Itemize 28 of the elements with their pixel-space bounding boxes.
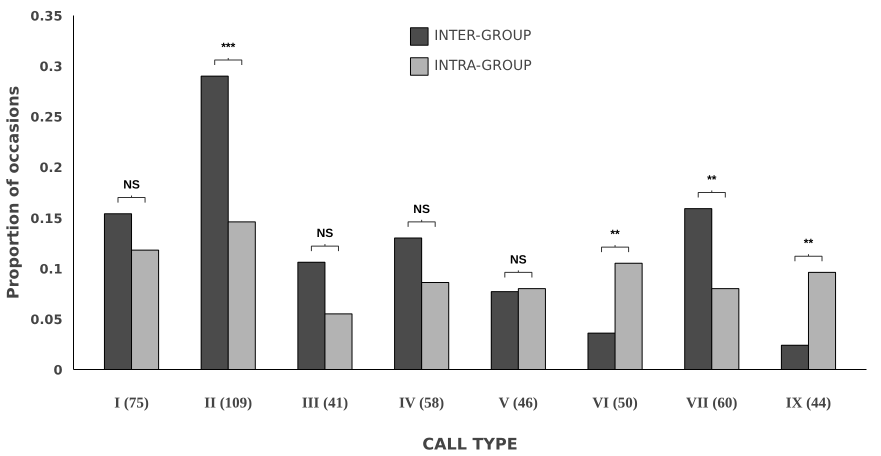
y-tick-label: 0.15 [30,212,63,227]
x-tick-label: V (46) [498,396,538,412]
x-tick-label: VII (60) [686,396,738,412]
annotation: ** [804,236,814,250]
x-tick-label: IV (58) [398,396,444,412]
legend-label: INTRA-GROUP [434,58,532,74]
x-tick-label: I (75) [114,396,149,412]
y-tick-label: 0.3 [39,60,62,76]
annotation: *** [221,40,236,54]
annotation: NS [510,252,527,266]
y-tick-label: 0.1 [39,262,62,278]
y-tick-label: 0.25 [30,110,63,126]
annotation: NS [316,226,334,240]
x-tick-label: VI (50) [592,396,638,412]
y-tick-label: 0.35 [30,10,63,24]
annotation: ** [707,172,717,186]
x-axis-title: CALL TYPE [422,434,518,454]
y-tick-label: 0.2 [39,161,62,176]
y-axis-title: Proportion of occasions [3,86,22,300]
x-tick-label: IX (44) [786,396,832,412]
legend-label: INTER-GROUP [434,28,532,44]
annotation: NS [413,202,430,216]
x-tick-label: III (41) [302,396,348,412]
annotation: NS [123,177,140,192]
x-tick-label: II (109) [204,396,252,412]
y-tick-label: 0 [53,364,62,378]
annotation: ** [610,227,620,242]
y-tick-label: 0.05 [30,312,63,328]
